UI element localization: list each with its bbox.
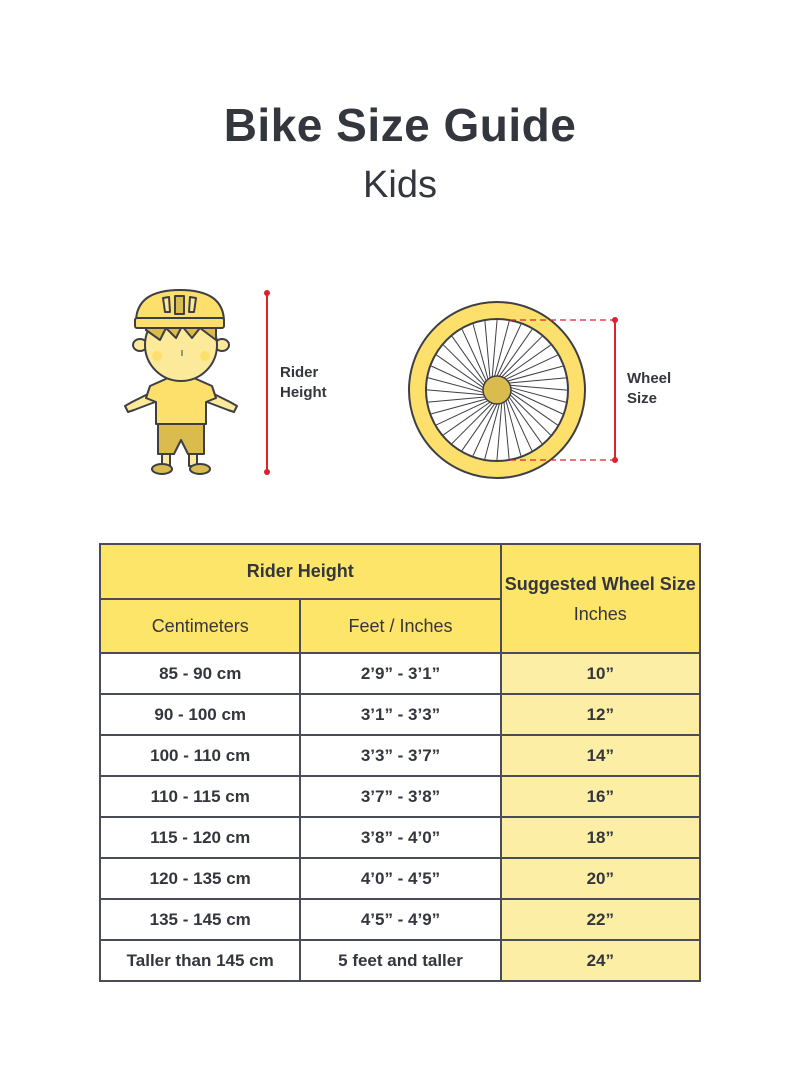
wheel-spoke <box>508 396 543 444</box>
table-row: 115 - 120 cm 3’8” - 4’0” 18” <box>98 816 702 859</box>
wheel-spoke <box>461 403 495 451</box>
wheel-spoke <box>494 320 510 377</box>
table-row: 110 - 115 cm 3’7” - 3’8” 16” <box>98 775 702 818</box>
illustration <box>124 289 618 479</box>
wheel-spoke <box>436 400 489 426</box>
table-row: 120 - 135 cm 4’0” - 4’5” 20” <box>98 857 702 900</box>
wheel-spoke <box>484 321 491 378</box>
wheel-spoke <box>461 329 487 382</box>
rider-height-measure-line <box>264 290 270 475</box>
feet-inches-cell: 4’5” - 4’9” <box>299 898 502 941</box>
wheel-spoke <box>491 319 498 377</box>
wheel-spoke <box>443 401 491 436</box>
table-row: 100 - 110 cm 3’3” - 3’7” 14” <box>98 734 702 777</box>
wheel-spoke <box>510 384 568 391</box>
rider-height-label: Rider Height <box>280 363 327 403</box>
cm-cell: 90 - 100 cm <box>98 693 302 736</box>
wheel-spoke <box>443 344 485 386</box>
wheel-spoke <box>427 377 484 393</box>
kid-icon <box>124 289 238 475</box>
table-row: 85 - 90 cm 2’9” - 3’1” 10” <box>98 652 702 695</box>
wheel-spoke <box>451 402 493 444</box>
wheel-spoke <box>509 394 551 436</box>
wheel-size-cell: 16” <box>499 775 702 818</box>
cm-cell: 100 - 110 cm <box>98 734 302 777</box>
wheel-size-label: Wheel Size <box>627 369 671 409</box>
wheel-label-line-1: Wheel <box>627 370 672 387</box>
wheel-size-cell: 20” <box>499 857 702 900</box>
wheel-size-cell: 10” <box>499 652 702 695</box>
page-subtitle: Kids <box>363 164 437 206</box>
cm-cell: 115 - 120 cm <box>98 816 302 859</box>
wheel-spoke <box>436 354 484 388</box>
wheel-spoke <box>501 336 543 378</box>
feet-inches-cell: 2’9” - 3’1” <box>299 652 502 695</box>
inches-header: Inches <box>573 603 627 624</box>
wheel-spoke <box>484 403 500 460</box>
rider-label-line-2: Height <box>280 384 327 401</box>
table-row: 90 - 100 cm 3’1” - 3’3” 12” <box>98 693 702 736</box>
feet-inches-cell: 3’8” - 4’0” <box>299 816 502 859</box>
wheel-size-cell: 18” <box>499 816 702 859</box>
feet-inches-cell: 3’3” - 3’7” <box>299 734 502 777</box>
wheel-spoke <box>496 324 522 377</box>
table-row: Taller than 145 cm 5 feet and taller 24” <box>98 939 702 982</box>
wheel-spoke <box>496 403 503 461</box>
wheel-spoke <box>426 389 484 396</box>
wheel-spoke <box>507 365 563 382</box>
feet-inches-cell: 3’1” - 3’3” <box>299 693 502 736</box>
wheel-spoke <box>431 365 484 391</box>
cm-cell: Taller than 145 cm <box>98 939 302 982</box>
wheel-label-line-2: Size <box>627 390 658 407</box>
feet-inches-cell: 5 feet and taller <box>299 939 502 982</box>
wheel-size-measure-line <box>510 317 618 463</box>
wheel-spoke <box>510 392 558 426</box>
wheel-size-cell: 22” <box>499 898 702 941</box>
feet-inches-header: Feet / Inches <box>299 598 502 654</box>
wheel-spoke <box>507 398 533 451</box>
wheel-spoke <box>510 389 563 415</box>
wheel-spoke <box>510 387 567 403</box>
wheel-spoke <box>503 344 551 379</box>
cm-cell: 120 - 135 cm <box>98 857 302 900</box>
wheel-size-cell: 24” <box>499 939 702 982</box>
cm-cell: 85 - 90 cm <box>98 652 302 695</box>
page-title: Bike Size Guide <box>223 99 577 151</box>
wheel-size-cell: 14” <box>499 734 702 777</box>
table-row: 135 - 145 cm 4’5” - 4’9” 22” <box>98 898 702 941</box>
wheel-spoke <box>428 396 485 403</box>
wheel-size-header: Suggested Wheel Size Inches <box>499 543 702 654</box>
wheel-spoke <box>505 354 558 380</box>
wheel-spoke <box>451 336 486 384</box>
wheel-spoke <box>509 377 566 384</box>
rider-label-line-1: Rider <box>280 364 319 381</box>
wheel-spoke <box>503 402 510 459</box>
wheel-size-cell: 12” <box>499 693 702 736</box>
rider-height-header: Rider Height <box>99 543 502 600</box>
cm-cell: 110 - 115 cm <box>98 775 302 818</box>
size-table: Rider Height Suggested Wheel Size Inches… <box>98 543 702 982</box>
centimeters-header: Centimeters <box>98 598 302 654</box>
wheel-spoke <box>499 329 533 377</box>
feet-inches-cell: 3’7” - 3’8” <box>299 775 502 818</box>
cm-cell: 135 - 145 cm <box>98 898 302 941</box>
feet-inches-cell: 4’0” - 4’5” <box>299 857 502 900</box>
wheel-icon <box>408 301 586 479</box>
wheel-spoke <box>472 324 489 380</box>
wheel-spoke <box>472 403 498 456</box>
wheel-spoke <box>431 398 487 415</box>
wheel-size-header-title: Suggested Wheel Size <box>504 573 696 594</box>
wheel-spoke <box>505 400 522 456</box>
